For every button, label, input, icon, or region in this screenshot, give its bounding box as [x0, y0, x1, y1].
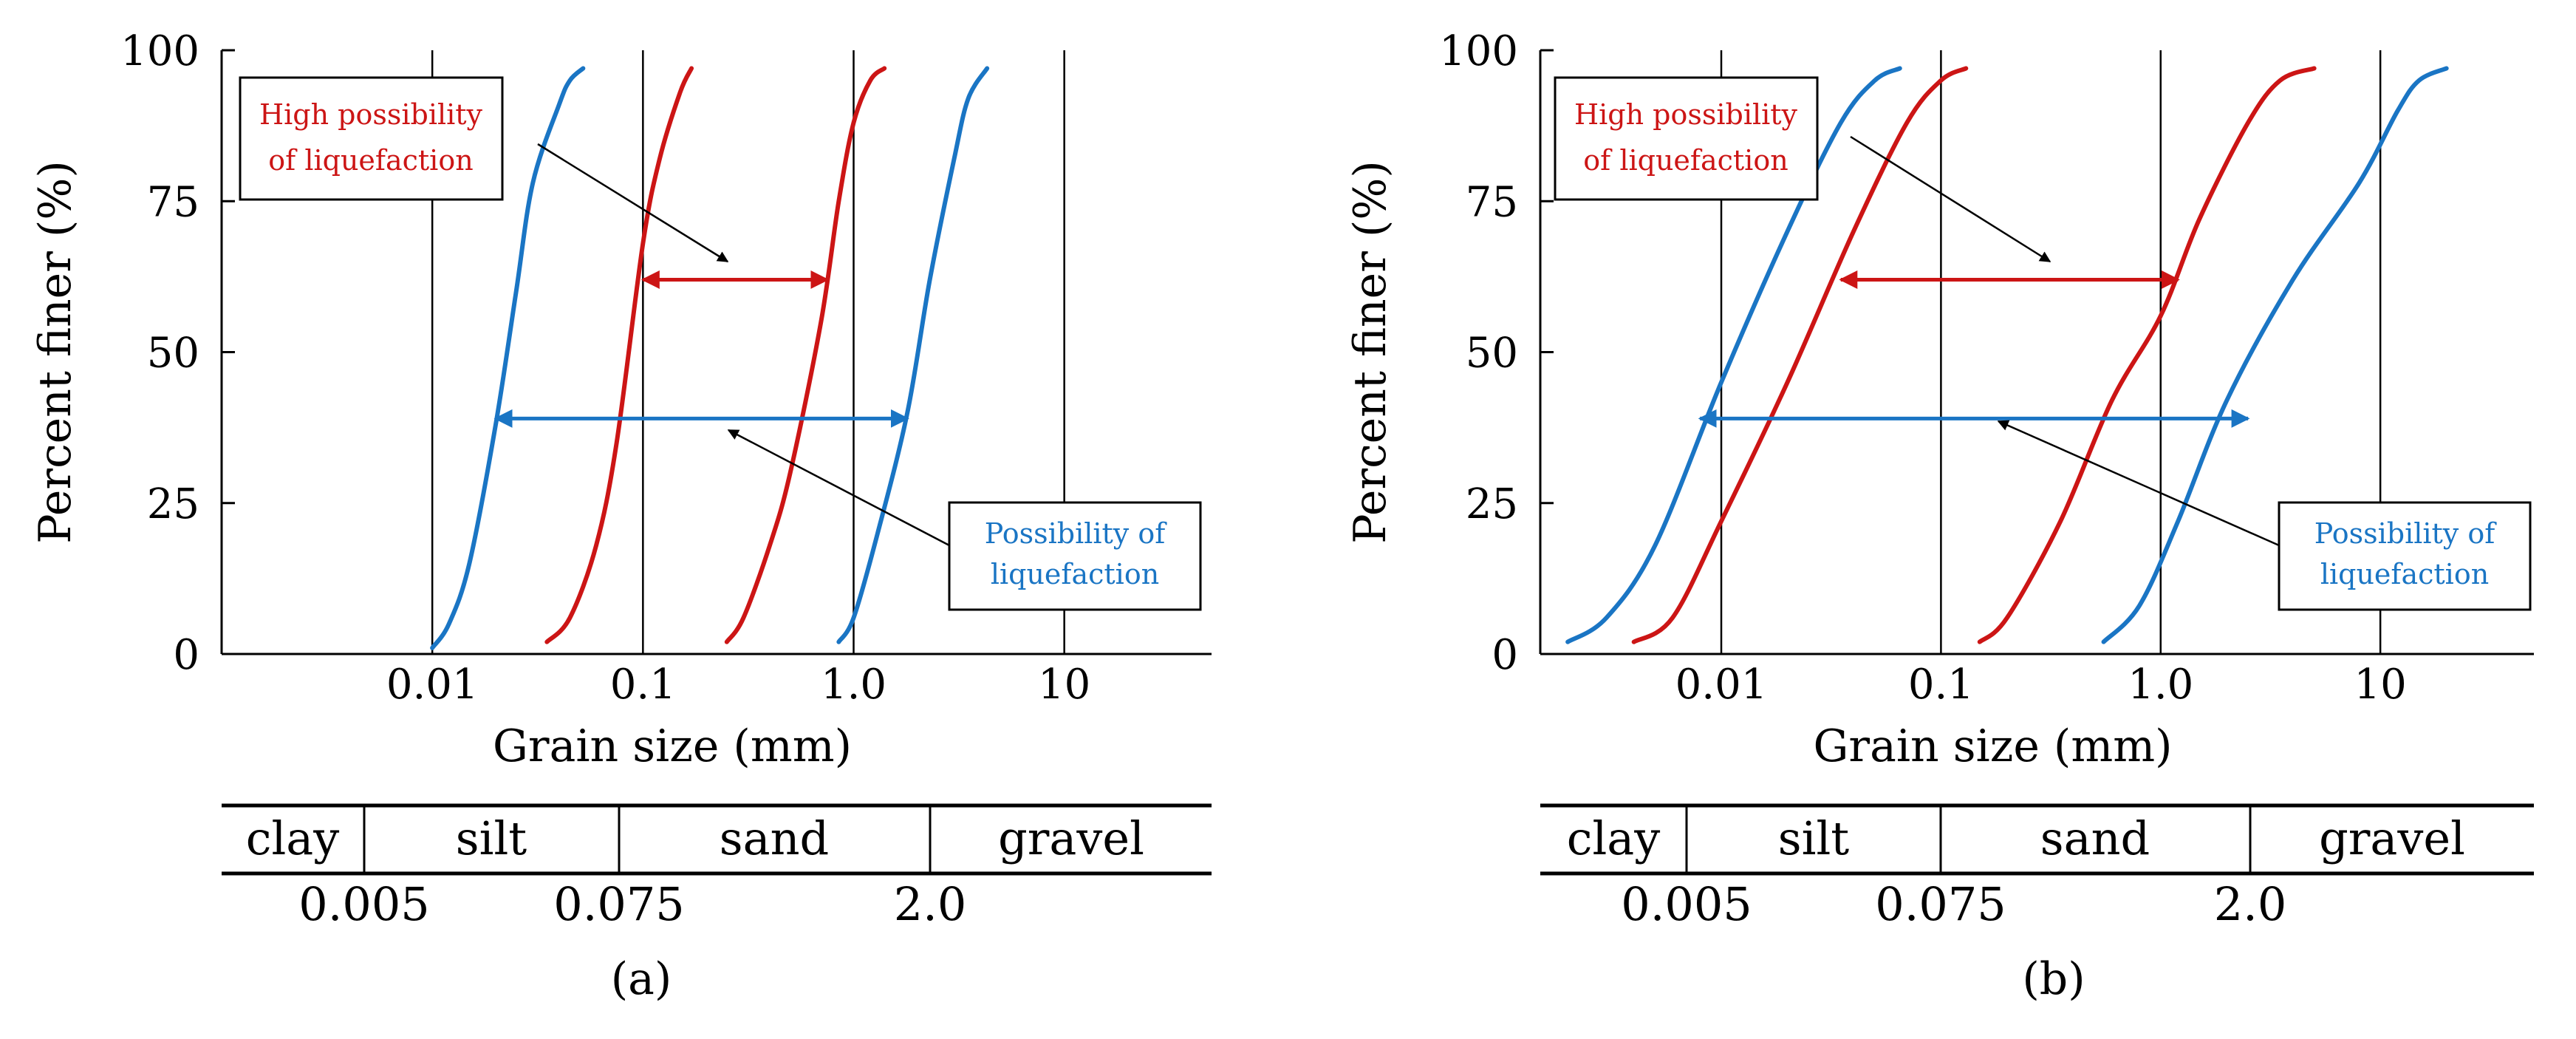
- y-axis-label: Percent finer (%): [30, 160, 81, 544]
- annotation-text: of liquefaction: [1583, 144, 1788, 177]
- annotation-text: Possibility of: [2314, 517, 2498, 550]
- soil-class-label: gravel: [2319, 811, 2465, 865]
- y-tick-label: 100: [1439, 27, 1518, 75]
- x-axis-label: Grain size (mm): [493, 721, 852, 772]
- soil-boundary-label: 0.075: [553, 877, 685, 931]
- soil-boundary-label: 2.0: [2214, 877, 2287, 931]
- annotation-box: [2278, 501, 2532, 611]
- y-tick-label: 0: [1492, 631, 1518, 679]
- soil-class-label: gravel: [998, 811, 1144, 865]
- annotation-text: of liquefaction: [268, 144, 473, 177]
- x-axis-label: Grain size (mm): [1813, 721, 2172, 772]
- x-tick-label: 1.0: [821, 661, 886, 709]
- soil-class-label: silt: [456, 811, 527, 865]
- y-tick-label: 0: [173, 631, 199, 679]
- x-tick-label: 0.1: [610, 661, 676, 709]
- x-tick-label: 0.01: [386, 661, 479, 709]
- annotation-pointer: [1997, 420, 2280, 547]
- x-tick-label: 10: [1038, 661, 1090, 709]
- annotation-text: Possibility of: [985, 517, 1168, 550]
- annotation-box: [239, 76, 504, 201]
- soil-boundary-label: 2.0: [894, 877, 967, 931]
- soil-class-label: clay: [246, 811, 340, 865]
- annotation-text: High possibility: [259, 98, 483, 131]
- panel-caption: (a): [611, 953, 672, 1005]
- soil-class-label: sand: [720, 811, 829, 865]
- x-tick-label: 0.01: [1675, 661, 1768, 709]
- annotation-pointer: [1850, 135, 2051, 263]
- soil-boundary-label: 0.075: [1875, 877, 2006, 931]
- y-tick-label: 25: [1466, 480, 1518, 528]
- annotation-pointer: [727, 429, 950, 547]
- y-tick-label: 25: [147, 480, 199, 528]
- y-tick-label: 100: [120, 27, 199, 75]
- soil-boundary-label: 0.005: [298, 877, 430, 931]
- gradation-curve: [1977, 66, 2317, 644]
- x-tick-label: 0.1: [1908, 661, 1974, 709]
- y-tick-label: 75: [147, 178, 199, 226]
- soil-class-label: clay: [1567, 811, 1661, 865]
- gradation-curve: [836, 66, 990, 644]
- gradation-curve: [1631, 66, 1969, 644]
- annotation-pointer: [537, 143, 729, 263]
- annotation-text: liquefaction: [991, 558, 1159, 590]
- y-axis-label: Percent finer (%): [1345, 160, 1396, 544]
- y-tick-label: 50: [147, 330, 199, 378]
- gradation-curve: [1565, 66, 1902, 644]
- annotation-text: High possibility: [1574, 98, 1798, 131]
- x-tick-label: 10: [2354, 661, 2407, 709]
- gradation-curve: [430, 66, 586, 650]
- soil-class-label: sand: [2040, 811, 2150, 865]
- panel-caption: (b): [2022, 953, 2085, 1005]
- y-tick-label: 50: [1466, 330, 1518, 378]
- soil-class-label: silt: [1778, 811, 1849, 865]
- annotation-text: liquefaction: [2320, 558, 2489, 590]
- gradation-curve: [724, 66, 887, 644]
- gradation-curve: [544, 66, 694, 644]
- x-tick-label: 1.0: [2128, 661, 2193, 709]
- soil-boundary-label: 0.005: [1621, 877, 1752, 931]
- annotation-box: [948, 501, 1202, 611]
- annotation-box: [1554, 76, 1819, 201]
- gradation-curve: [2101, 66, 2449, 644]
- y-tick-label: 75: [1466, 178, 1518, 226]
